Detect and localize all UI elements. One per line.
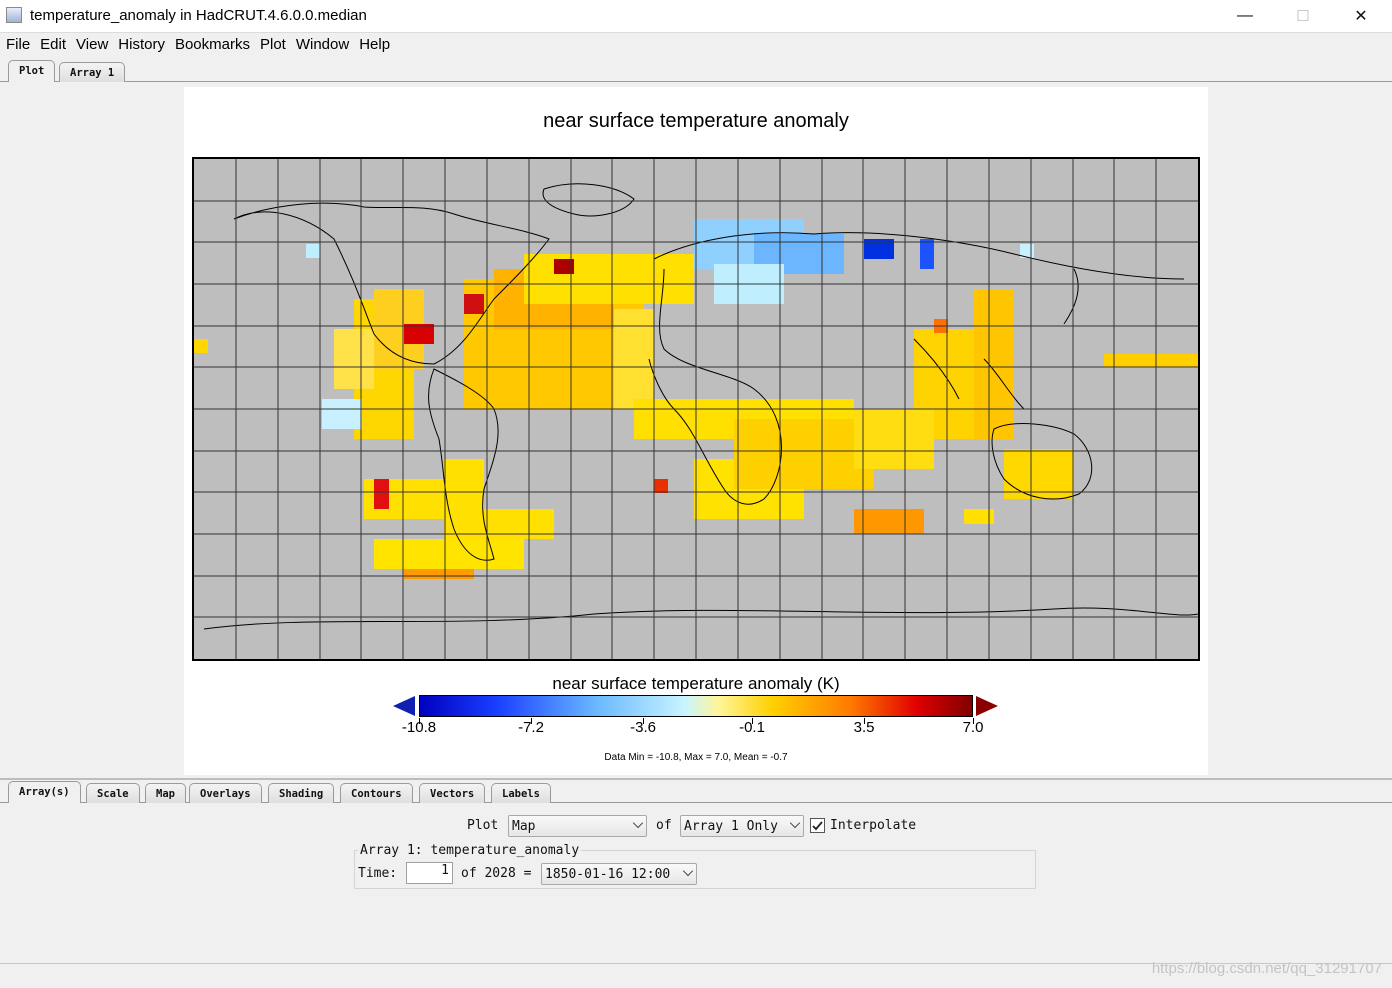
tab-shading[interactable]: Shading — [268, 783, 335, 803]
tab-labels[interactable]: Labels — [491, 783, 551, 803]
colorbar-tick-mark — [419, 718, 420, 724]
colorbar-overflow-triangle — [976, 696, 998, 716]
plot-label: Plot — [467, 818, 499, 833]
plot-title: near surface temperature anomaly — [543, 110, 849, 132]
anomaly-cell — [524, 254, 694, 304]
menu-view[interactable]: View — [76, 36, 109, 53]
plot-canvas: near surface temperature anomaly — [184, 87, 1208, 775]
anomaly-cell — [194, 339, 208, 353]
status-bar — [0, 963, 1392, 988]
time-index-input[interactable]: 1 — [406, 862, 453, 884]
anomaly-cell — [404, 324, 434, 344]
colorbar-tick-mark — [752, 718, 754, 724]
anomaly-cell — [1004, 449, 1074, 499]
chevron-down-icon — [682, 865, 694, 877]
colorbar-tick-label: 7.0 — [962, 719, 984, 736]
menu-window[interactable]: Window — [295, 36, 350, 53]
anomaly-cell — [654, 479, 668, 493]
anomaly-cell — [964, 509, 994, 524]
time-value-dropdown[interactable]: 1850-01-16 12:00 — [541, 863, 697, 885]
anomaly-cell — [554, 259, 574, 274]
anomaly-cell — [306, 244, 320, 258]
tab-overlays[interactable]: Overlays — [189, 783, 262, 803]
watermark: https://blog.csdn.net/qq_31291707 — [1151, 960, 1382, 977]
time-count-label: of 2028 = — [461, 866, 532, 881]
tab-array-1[interactable]: Array 1 — [59, 62, 126, 82]
tab-contours[interactable]: Contours — [340, 783, 413, 803]
tab-map[interactable]: Map — [145, 783, 186, 803]
tab-scale[interactable]: Scale — [86, 783, 140, 803]
checkmark-icon — [812, 821, 823, 831]
anomaly-cell — [464, 294, 484, 314]
colorbar-tick-mark — [643, 718, 645, 724]
map-plot[interactable] — [192, 157, 1200, 661]
array-1-group — [354, 850, 1036, 889]
java-app-icon — [6, 7, 22, 23]
colorbar-tick-label: -10.8 — [401, 719, 437, 736]
interpolate-checkbox[interactable] — [810, 818, 825, 833]
anomaly-cell — [614, 309, 654, 409]
time-label: Time: — [358, 866, 398, 881]
window-title: temperature_anomaly in HadCRUT.4.6.0.0.m… — [30, 7, 367, 24]
anomaly-cell — [854, 509, 924, 534]
array-selection-dropdown[interactable]: Array 1 Only — [680, 815, 804, 837]
chevron-down-icon — [789, 817, 801, 829]
close-button[interactable]: ✕ — [1354, 8, 1368, 25]
colorbar-underflow-triangle — [393, 696, 415, 716]
array-group-title: Array 1: temperature_anomaly — [358, 843, 582, 858]
anomaly-cell — [920, 239, 934, 269]
colorbar-title: near surface temperature anomaly (K) — [552, 674, 840, 693]
interpolate-label: Interpolate — [830, 818, 917, 833]
colorbar-tick-label: -7.2 — [518, 719, 544, 736]
split-pane-divider[interactable] — [0, 778, 1392, 780]
colorbar-tick-mark — [531, 718, 533, 724]
colorbar — [419, 695, 973, 717]
of-label: of — [656, 818, 672, 833]
colorbar-tick-label: -0.1 — [739, 719, 765, 736]
top-tab-strip: Plot Array 1 — [0, 57, 1392, 82]
menu-plot[interactable]: Plot — [259, 36, 286, 53]
plot-type-value: Map — [512, 819, 536, 834]
anomaly-cell — [1104, 354, 1198, 368]
menu-history[interactable]: History — [118, 36, 165, 53]
menu-help[interactable]: Help — [359, 36, 391, 53]
menu-bar: File Edit View History Bookmarks Plot Wi… — [0, 33, 1392, 57]
anomaly-cell — [734, 419, 874, 489]
time-value: 1850-01-16 12:00 — [545, 867, 671, 882]
maximize-button[interactable]: ☐ — [1296, 8, 1310, 25]
colorbar-tick-label: 3.5 — [853, 719, 875, 736]
colorbar-tick-mark — [864, 718, 866, 724]
plot-type-dropdown[interactable]: Map — [508, 815, 647, 837]
menu-file[interactable]: File — [6, 36, 31, 53]
anomaly-cells — [194, 219, 1198, 579]
menu-bookmarks[interactable]: Bookmarks — [174, 36, 250, 53]
menu-edit[interactable]: Edit — [40, 36, 67, 53]
map-graphic — [194, 159, 1198, 659]
colorbar-tick-label: -3.6 — [630, 719, 656, 736]
arrays-settings-panel: Plot Map of Array 1 Only Interpolate — [0, 803, 1392, 963]
anomaly-cell — [334, 329, 374, 389]
anomaly-cell — [374, 479, 389, 509]
chevron-down-icon — [632, 817, 644, 829]
tab-arrays[interactable]: Array(s) — [8, 781, 81, 803]
minimize-button[interactable]: — — [1237, 7, 1253, 24]
tab-vectors[interactable]: Vectors — [419, 783, 486, 803]
anomaly-cell — [322, 399, 362, 429]
anomaly-cell — [974, 289, 1014, 439]
title-bar: temperature_anomaly in HadCRUT.4.6.0.0.m… — [0, 0, 1392, 33]
settings-tab-strip: Array(s) Scale Map Overlays Shading Cont… — [0, 780, 1392, 803]
anomaly-cell — [864, 239, 894, 259]
array-selection-value: Array 1 Only — [684, 819, 778, 834]
anomaly-cell — [374, 539, 524, 569]
colorbar-tick-mark — [973, 718, 974, 724]
data-stats: Data Min = -10.8, Max = 7.0, Mean = -0.7 — [604, 752, 788, 763]
graticule — [194, 159, 1198, 659]
tab-plot[interactable]: Plot — [8, 60, 56, 82]
anomaly-cell — [854, 409, 934, 469]
